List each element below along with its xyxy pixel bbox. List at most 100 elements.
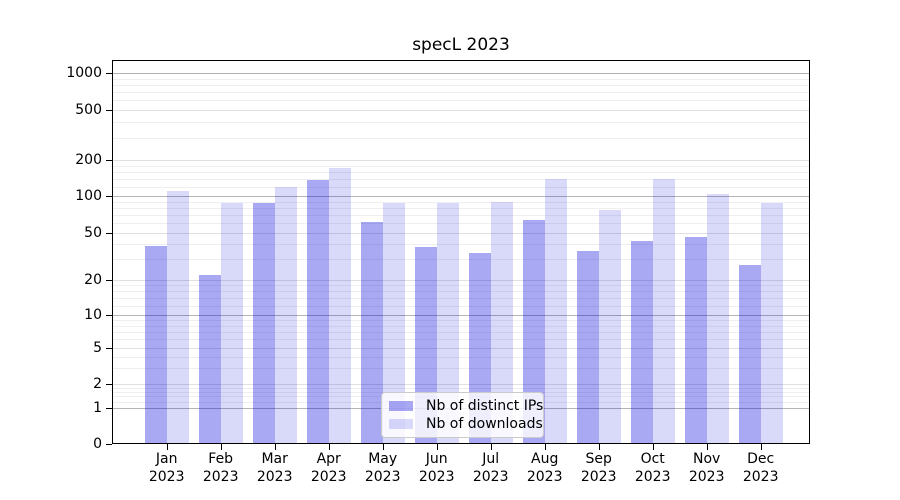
x-tick-month: Dec xyxy=(747,451,775,467)
gridline-minor xyxy=(113,171,809,173)
bar-downloads-jul xyxy=(490,201,513,444)
bar-downloads-mar xyxy=(274,187,297,444)
bar-downloads-nov xyxy=(706,193,729,444)
y-tick-label: 1000 xyxy=(66,65,102,81)
bar-downloads-feb xyxy=(220,203,243,444)
x-tick-year: 2023 xyxy=(310,468,347,485)
x-tick-year: 2023 xyxy=(634,468,671,485)
x-tick-label: Oct 2023 xyxy=(621,451,685,486)
gridline-minor xyxy=(113,207,809,209)
x-tick-month: Nov xyxy=(693,451,721,467)
legend-label-downloads: Nb of downloads xyxy=(426,416,543,432)
x-tick-month: Sep xyxy=(585,451,612,467)
bar-distinct-ips-jan xyxy=(144,245,167,444)
y-tick-label: 0 xyxy=(93,436,102,452)
gridline xyxy=(113,315,809,316)
gridline xyxy=(113,348,809,349)
x-tick-year: 2023 xyxy=(202,468,239,485)
x-tick-label: Sep 2023 xyxy=(567,451,631,486)
gridline-minor xyxy=(113,178,809,180)
bar-downloads-sep xyxy=(598,210,621,444)
x-tick-year: 2023 xyxy=(472,468,509,485)
bar-downloads-oct xyxy=(652,178,675,444)
y-tick-label: 200 xyxy=(75,152,102,168)
gridline-minor xyxy=(113,201,809,203)
gridline xyxy=(113,280,809,281)
gridline xyxy=(113,160,809,161)
gridline-minor xyxy=(113,215,809,216)
gridline-minor xyxy=(113,244,809,246)
x-tick-label: Dec 2023 xyxy=(729,451,793,486)
y-tick-mark xyxy=(106,444,112,445)
y-tick-mark xyxy=(106,196,112,197)
bar-downloads-jan xyxy=(166,191,189,444)
x-tick-mark xyxy=(382,444,384,450)
x-tick-year: 2023 xyxy=(742,468,779,485)
x-tick-mark xyxy=(544,444,546,450)
legend-item-downloads: Nb of downloads xyxy=(389,416,543,432)
legend: Nb of distinct IPs Nb of downloads xyxy=(381,392,544,438)
bar-distinct-ips-nov xyxy=(684,237,707,444)
chart-title: specL 2023 xyxy=(412,35,510,55)
x-tick-mark xyxy=(436,444,438,450)
x-tick-label: Mar 2023 xyxy=(243,451,307,486)
gridline-minor xyxy=(113,320,809,321)
x-tick-mark xyxy=(490,444,492,450)
gridline-minor xyxy=(113,285,809,287)
gridline-minor xyxy=(113,368,809,370)
bar-distinct-ips-sep xyxy=(576,251,599,444)
gridline-minor xyxy=(113,92,809,93)
bar-downloads-may xyxy=(382,202,405,444)
x-tick-year: 2023 xyxy=(688,468,725,485)
y-tick-label: 50 xyxy=(84,225,102,241)
bar-distinct-ips-aug xyxy=(522,219,545,444)
bar-distinct-ips-mar xyxy=(252,203,275,444)
x-tick-mark xyxy=(760,444,762,450)
x-tick-month: Jul xyxy=(482,451,500,467)
x-tick-label: May 2023 xyxy=(351,451,415,486)
gridline-minor xyxy=(113,387,809,389)
x-tick-mark xyxy=(652,444,654,450)
legend-item-distinct-ips: Nb of distinct IPs xyxy=(389,398,543,414)
x-tick-month: May xyxy=(368,451,398,467)
bar-downloads-jun xyxy=(436,202,459,444)
gridline-minor xyxy=(113,332,809,333)
y-tick-label: 2 xyxy=(93,376,102,392)
y-tick-label: 5 xyxy=(93,340,102,356)
x-tick-year: 2023 xyxy=(364,468,401,485)
y-tick-mark xyxy=(106,408,112,409)
x-tick-mark xyxy=(220,444,222,450)
gridline-minor xyxy=(113,78,809,80)
gridline-minor xyxy=(113,100,809,102)
gridline-minor xyxy=(113,122,809,124)
gridline-minor xyxy=(113,305,809,307)
gridline-minor xyxy=(113,291,809,293)
x-tick-month: Feb xyxy=(208,451,234,467)
x-tick-label: Nov 2023 xyxy=(675,451,739,486)
y-tick-mark xyxy=(106,160,112,161)
y-tick-mark xyxy=(106,315,112,316)
gridline-minor xyxy=(113,137,809,139)
gridline xyxy=(113,384,809,385)
x-tick-label: Apr 2023 xyxy=(297,451,361,486)
x-tick-month: Oct xyxy=(640,451,665,467)
y-tick-mark xyxy=(106,110,112,111)
y-tick-mark xyxy=(106,73,112,74)
x-tick-month: Mar xyxy=(261,451,288,467)
y-tick-label: 500 xyxy=(75,102,102,118)
legend-label-distinct-ips: Nb of distinct IPs xyxy=(426,398,544,414)
x-tick-month: Jan xyxy=(155,451,178,467)
legend-swatch-downloads xyxy=(389,419,413,429)
x-tick-mark xyxy=(166,444,168,450)
x-tick-year: 2023 xyxy=(526,468,563,485)
gridline-minor xyxy=(113,84,809,86)
y-tick-mark xyxy=(106,233,112,234)
y-tick-label: 10 xyxy=(84,307,102,323)
gridline xyxy=(113,196,809,197)
y-tick-label: 20 xyxy=(84,272,102,288)
bar-downloads-aug xyxy=(544,178,567,444)
x-tick-month: Apr xyxy=(316,451,341,467)
x-tick-label: Jan 2023 xyxy=(135,451,199,486)
bar-distinct-ips-oct xyxy=(630,240,653,444)
